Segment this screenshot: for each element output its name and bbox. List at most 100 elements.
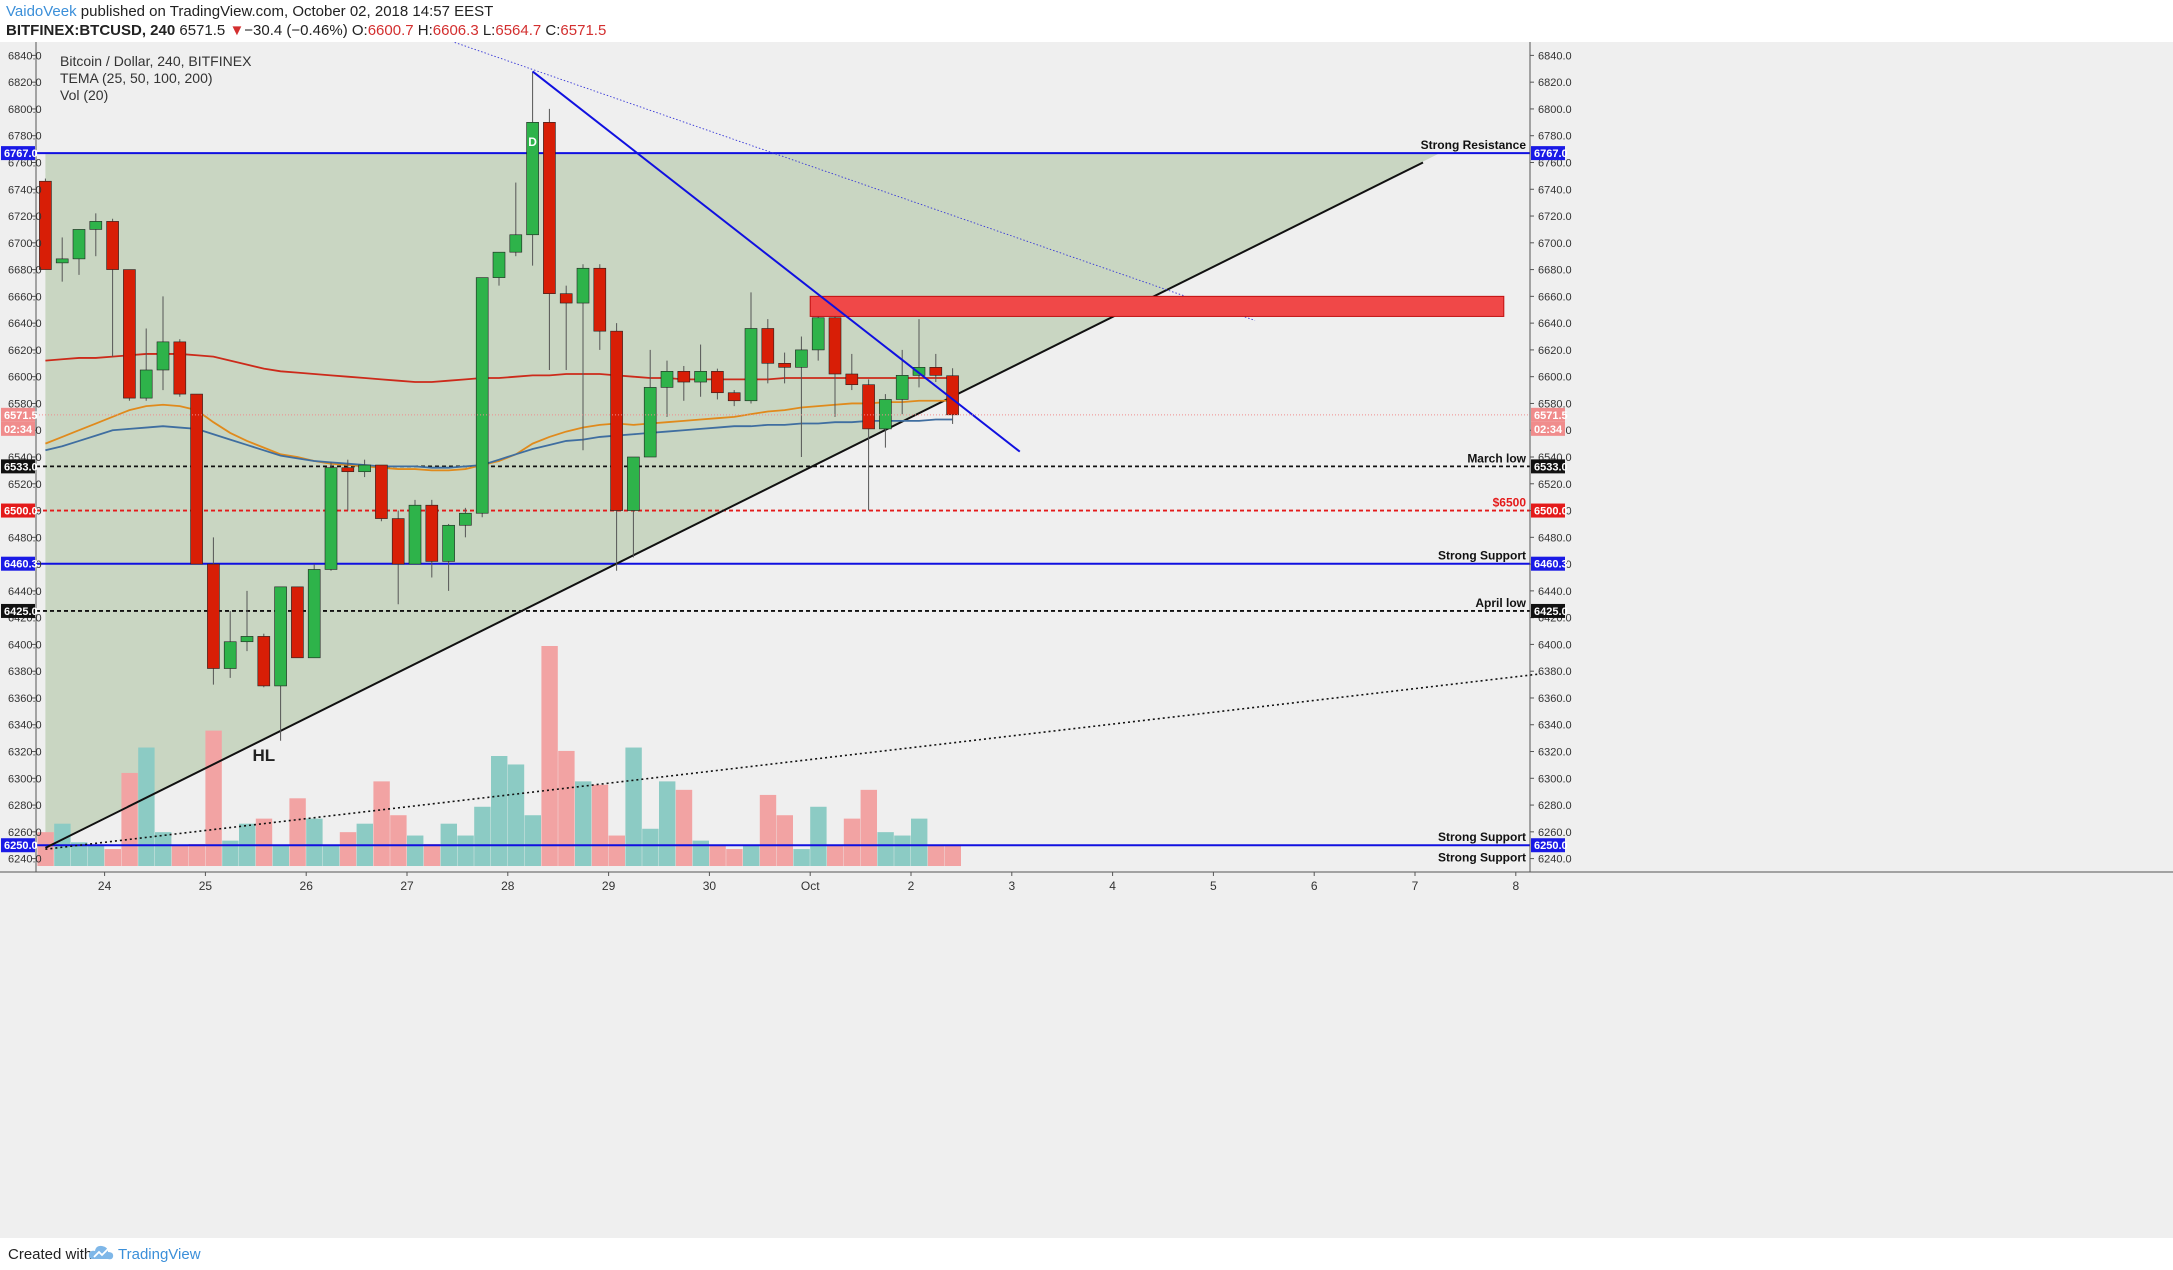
candle[interactable] (139, 328, 153, 401)
volume-bar (71, 842, 88, 866)
volume-bar (692, 840, 709, 866)
candle-body (190, 393, 203, 565)
right-level-tag-text: 6767.0 (1534, 148, 1568, 160)
right-price-tag-text: 6571.5 (1534, 410, 1568, 422)
candle[interactable] (240, 590, 254, 652)
candle[interactable] (425, 499, 439, 578)
candle[interactable] (442, 523, 455, 591)
candle[interactable] (912, 319, 926, 388)
candle[interactable] (207, 537, 220, 685)
y-tick-label: 6300.0 (1538, 773, 1572, 785)
left-level-tag-bg (1, 556, 35, 571)
candle[interactable] (375, 464, 388, 522)
candle[interactable] (257, 633, 271, 688)
candle[interactable] (526, 71, 539, 266)
legend-indicator: TEMA (25, 50, 100, 200) (60, 70, 213, 86)
descending-trendline[interactable] (531, 70, 1021, 453)
candle[interactable] (593, 264, 607, 350)
candle[interactable] (727, 390, 741, 407)
candle[interactable] (89, 213, 103, 257)
candle[interactable] (475, 277, 489, 518)
volume-bar (827, 845, 844, 866)
candle[interactable] (307, 564, 321, 659)
candle-body (274, 586, 287, 687)
candle[interactable] (543, 108, 556, 370)
volume-bar (659, 781, 676, 866)
author-link[interactable]: VaidoVeek (6, 3, 77, 20)
candle-body (559, 293, 573, 304)
y-tick-label: 6700.0 (8, 238, 42, 250)
candle[interactable] (694, 344, 707, 397)
volume-bar (188, 844, 205, 866)
candle-body (425, 504, 439, 562)
level-label: April low (1475, 596, 1526, 610)
candle[interactable] (190, 393, 203, 565)
candle-body (711, 371, 724, 394)
candle[interactable] (291, 586, 304, 659)
candle[interactable] (929, 353, 943, 383)
candle[interactable] (627, 456, 640, 558)
tradingview-link[interactable]: TradingView (118, 1246, 201, 1263)
candle[interactable] (72, 229, 86, 275)
candle[interactable] (576, 264, 590, 451)
ascending-trendline[interactable] (44, 161, 1424, 849)
legend-volume: Vol (20) (60, 87, 108, 103)
dotted-support-trendline[interactable] (45, 673, 1541, 851)
candle[interactable] (559, 285, 573, 370)
left-level-tag-bg (1, 838, 35, 853)
right-level-tag-text: 6250.0 (1534, 840, 1568, 852)
created-with-label: Created with (8, 1246, 93, 1263)
candle[interactable] (459, 507, 472, 538)
candle[interactable] (761, 319, 775, 384)
volume-bar (138, 747, 155, 866)
candle[interactable] (341, 459, 355, 511)
resistance-zone[interactable] (809, 295, 1505, 317)
y-tick-label: 6660.0 (1538, 291, 1572, 303)
x-tick-label: 26 (300, 879, 314, 893)
dotted-downtrend-line[interactable] (415, 42, 1256, 321)
candle[interactable] (610, 323, 623, 571)
candle[interactable] (845, 353, 859, 391)
volume-bar (558, 750, 575, 866)
candle[interactable] (173, 339, 187, 397)
candle-body (593, 267, 607, 332)
candle[interactable] (795, 336, 808, 457)
candle[interactable] (509, 182, 523, 257)
y-tick-label: 6520.0 (1538, 479, 1572, 491)
candle-body (627, 456, 640, 511)
candle[interactable] (711, 368, 724, 400)
candle-body (543, 122, 556, 294)
price-chart[interactable]: D HL 6840.0 6820.0 6800.0 6780.0 6760.0 6740.0… (0, 42, 2173, 1238)
candle[interactable] (677, 365, 691, 401)
candle[interactable] (408, 499, 422, 565)
y-tick-label: 6240.0 (8, 854, 42, 866)
y-tick-label: 6720.0 (8, 211, 42, 223)
volume-bar (205, 730, 222, 866)
candle[interactable] (55, 237, 69, 282)
low-label: L: (482, 22, 496, 39)
candle[interactable] (391, 510, 405, 605)
candle[interactable] (862, 379, 875, 511)
y-tick-label: 6400.0 (8, 639, 42, 651)
candle[interactable] (778, 352, 791, 384)
candle-body (694, 371, 707, 383)
candle[interactable] (879, 394, 892, 448)
candle-body (879, 399, 892, 430)
candle[interactable] (123, 269, 136, 401)
candle[interactable] (106, 218, 119, 357)
candle-body (106, 221, 119, 270)
candle[interactable] (39, 178, 52, 270)
x-tick-label: Oct (801, 879, 820, 893)
high-value: 6606.3 (432, 22, 479, 39)
candle[interactable] (643, 349, 657, 458)
candle-body (677, 371, 691, 383)
candle[interactable] (156, 296, 170, 391)
candle[interactable] (744, 292, 758, 404)
candle[interactable] (223, 610, 237, 678)
candle[interactable] (324, 462, 338, 571)
candle[interactable] (660, 360, 674, 417)
candle[interactable] (492, 251, 506, 286)
candle[interactable] (358, 459, 371, 478)
candle[interactable] (274, 586, 287, 741)
volume-bar (524, 815, 541, 866)
